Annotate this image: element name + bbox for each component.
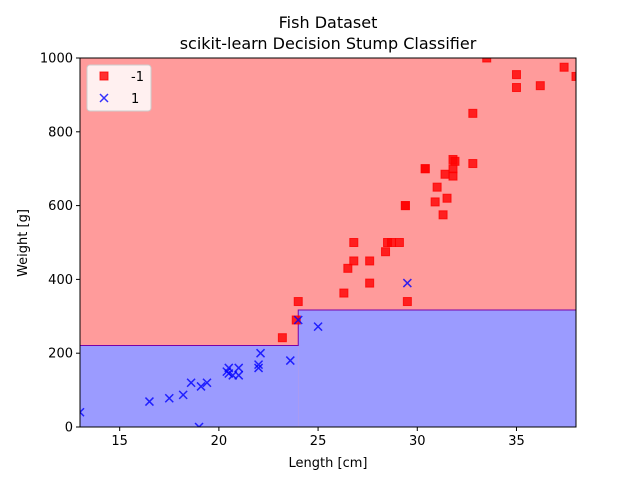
x-tick-label: 25 bbox=[310, 434, 327, 449]
y-tick-label: 600 bbox=[48, 199, 73, 214]
point-negative bbox=[535, 81, 545, 91]
point-positive bbox=[186, 378, 196, 388]
data-points bbox=[80, 58, 576, 427]
point-negative bbox=[468, 159, 478, 169]
region-positive-1 bbox=[298, 310, 576, 427]
y-tick-label: 0 bbox=[65, 421, 73, 436]
legend-marker-negative bbox=[99, 71, 109, 81]
point-negative bbox=[420, 164, 430, 174]
point-negative bbox=[291, 315, 301, 325]
point-negative bbox=[386, 238, 396, 247]
point-positive bbox=[234, 363, 244, 373]
point-negative bbox=[448, 171, 458, 181]
point-negative bbox=[438, 210, 448, 220]
point-positive bbox=[164, 393, 174, 403]
point-negative bbox=[343, 263, 353, 273]
y-axis-label: Weight [g] bbox=[16, 209, 31, 277]
point-negative bbox=[365, 256, 375, 266]
point-positive bbox=[178, 390, 188, 400]
point-positive bbox=[234, 370, 244, 380]
point-negative bbox=[440, 169, 450, 179]
point-negative bbox=[571, 71, 576, 81]
x-tick-label: 20 bbox=[211, 434, 228, 449]
y-tick-label: 400 bbox=[48, 273, 73, 288]
point-positive bbox=[202, 378, 212, 388]
legend: -11 bbox=[86, 64, 152, 112]
point-positive bbox=[402, 278, 412, 288]
plot-area: 15 20 25 30 35 0 200 400 600 800 1000 bbox=[40, 52, 577, 449]
x-axis-label: Length [cm] bbox=[289, 456, 368, 471]
point-negative bbox=[450, 156, 460, 166]
point-positive bbox=[293, 315, 303, 325]
legend-marker-positive bbox=[99, 93, 109, 103]
x-tick-label: 35 bbox=[508, 434, 525, 449]
point-positive bbox=[80, 407, 85, 417]
y-tick-label: 1000 bbox=[40, 52, 73, 67]
point-negative bbox=[402, 297, 412, 307]
legend-label: 1 bbox=[131, 92, 139, 107]
decision-boundary bbox=[80, 309, 576, 346]
point-positive bbox=[224, 363, 234, 373]
legend-label: -1 bbox=[131, 70, 144, 85]
point-positive bbox=[313, 322, 323, 332]
point-negative bbox=[400, 201, 410, 211]
x-tick-label: 15 bbox=[111, 434, 128, 449]
point-positive bbox=[256, 348, 266, 358]
point-negative bbox=[277, 333, 287, 343]
point-positive bbox=[254, 363, 264, 373]
plot-frame bbox=[79, 57, 577, 428]
point-positive bbox=[194, 422, 204, 427]
point-positive bbox=[196, 381, 206, 391]
point-negative bbox=[559, 62, 569, 72]
point-negative bbox=[511, 70, 521, 80]
chart-subtitle: scikit-learn Decision Stump Classifier bbox=[180, 34, 477, 53]
point-negative bbox=[365, 278, 375, 288]
point-negative bbox=[349, 238, 359, 247]
x-tick-label: 30 bbox=[409, 434, 426, 449]
point-negative bbox=[482, 58, 492, 63]
point-negative bbox=[432, 182, 442, 192]
point-negative bbox=[293, 297, 303, 307]
point-positive bbox=[254, 360, 264, 370]
point-negative bbox=[468, 108, 478, 118]
point-negative bbox=[448, 164, 458, 174]
y-tick-label: 800 bbox=[48, 125, 73, 140]
point-negative bbox=[511, 83, 521, 93]
point-negative bbox=[394, 238, 404, 247]
point-negative bbox=[381, 247, 391, 257]
point-negative bbox=[442, 193, 452, 203]
y-tick-label: 200 bbox=[48, 347, 73, 362]
point-negative bbox=[339, 288, 349, 298]
chart-title: Fish Dataset bbox=[279, 13, 378, 32]
point-positive bbox=[144, 397, 154, 407]
point-negative bbox=[349, 256, 359, 266]
region-positive-0 bbox=[80, 345, 299, 427]
point-negative bbox=[430, 197, 440, 207]
point-positive bbox=[285, 356, 295, 366]
